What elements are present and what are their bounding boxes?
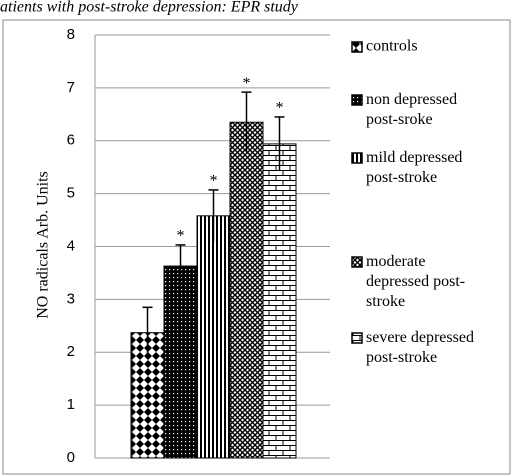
- legend-swatch: [351, 256, 363, 268]
- y-tick-label: 8: [67, 26, 75, 43]
- legend-label: controls: [366, 38, 418, 55]
- legend-swatch: [351, 152, 363, 164]
- y-tick-label: 4: [67, 237, 75, 254]
- y-tick-label: 6: [67, 132, 75, 149]
- significance-marker: *: [276, 100, 284, 117]
- y-tick-label: 7: [67, 79, 75, 96]
- y-axis-label: NO radicals Arb. Units: [35, 171, 52, 319]
- legend-label: moderate depressed post-stroke: [366, 253, 465, 310]
- frame: [2, 19, 511, 475]
- chart-title: atients with post-stroke depression: EPR…: [0, 0, 299, 16]
- legend-swatch: [351, 94, 363, 106]
- legend-swatch: [351, 41, 363, 53]
- bar: [196, 215, 231, 459]
- bar: [262, 143, 297, 459]
- significance-marker: *: [177, 228, 185, 245]
- significance-marker: *: [243, 75, 251, 92]
- legend-label: mild depressed post-stroke: [366, 149, 462, 186]
- significance-marker: *: [210, 173, 218, 190]
- legend-label: non depressed post-sroke: [366, 91, 457, 128]
- legend-label: severe depressed post-stroke: [366, 329, 474, 366]
- y-tick-label: 5: [67, 185, 75, 202]
- y-tick-label: 3: [67, 290, 75, 307]
- bar: [163, 265, 198, 459]
- legend-swatch: [351, 332, 363, 344]
- bar: [229, 121, 264, 459]
- y-tick-label: 2: [67, 343, 75, 360]
- y-tick-label: 0: [67, 449, 75, 466]
- y-tick-label: 1: [67, 396, 75, 413]
